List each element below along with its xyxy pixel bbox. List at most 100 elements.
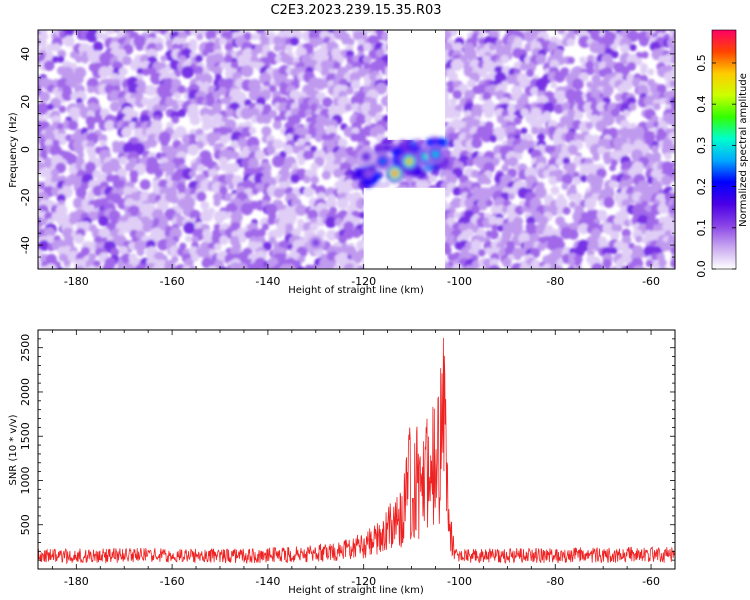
spectrogram-cell (520, 127, 528, 135)
spectrogram-cell (102, 262, 115, 269)
colorbar-tick-label: 0.1 (695, 219, 708, 237)
spectrogram-cell (513, 144, 525, 155)
spectrogram-cell (659, 97, 666, 105)
spectrogram-cell (621, 235, 632, 245)
spectrogram-cell (44, 263, 58, 269)
spectrogram-cell (40, 218, 48, 226)
spectrogram-cell (596, 209, 608, 221)
spectrogram-cell (225, 108, 235, 118)
spectrogram-cell (557, 30, 566, 35)
spectrogram-cell (550, 81, 558, 89)
spectrogram-cell (520, 108, 529, 117)
spectrogram-cell (670, 56, 675, 65)
spectrogram-cell (261, 114, 272, 125)
spectrogram-cell (602, 258, 612, 269)
spectrogram-cell (337, 198, 349, 210)
spectrogram-cell (657, 203, 668, 214)
spectrogram-cell (656, 84, 667, 94)
spectrogram-cell (589, 233, 601, 245)
spectrogram-cell (92, 41, 104, 52)
spectrogram-cell (46, 218, 54, 226)
colorbar-tick-label: 0.5 (695, 54, 708, 71)
x-tick-label: -160 (160, 575, 185, 588)
spectrogram-cell (194, 54, 203, 63)
spectrogram-cell (355, 113, 367, 125)
spectrogram-cell (554, 71, 566, 83)
spectrogram-cell (176, 21, 185, 30)
spectrogram-cell (105, 30, 116, 35)
spectrogram-cell (561, 182, 569, 190)
spectrogram-cell (451, 197, 463, 209)
spectrogram-cell (675, 159, 682, 166)
spectrogram-cell (247, 262, 260, 269)
spectrogram-cell (177, 31, 188, 41)
spectrogram-cell (676, 230, 686, 240)
spectrogram-cell (265, 203, 278, 216)
spectrogram-cell (187, 18, 199, 30)
spectrogram-cell (639, 267, 647, 269)
spectrogram-cell (471, 137, 483, 149)
spectrogram-cell (136, 67, 144, 75)
spectrogram-cell (556, 240, 566, 250)
spectrogram-cell (537, 243, 546, 252)
spectrogram-cell (189, 133, 196, 141)
spectrogram-cell (584, 197, 597, 210)
spectrogram-cell (514, 129, 522, 137)
spectrogram-cell (619, 65, 630, 76)
spectrogram-cell (567, 56, 575, 64)
x-tick-label: -140 (255, 575, 280, 588)
x-tick-label: -180 (64, 575, 89, 588)
spectrogram-cell (382, 181, 390, 189)
spectrogram-echo-blob (415, 139, 423, 147)
spectrogram-cell (505, 30, 508, 31)
spectrogram-hotspot (313, 240, 319, 246)
spectrogram-cell (196, 164, 206, 173)
spectrogram-cell (165, 21, 173, 29)
spectrogram-cell (592, 153, 600, 162)
spectrogram-cell (661, 175, 672, 186)
spectrogram-cell (448, 19, 458, 29)
spectrogram-cell (145, 84, 157, 96)
spectrogram-cell (375, 48, 385, 58)
spectrogram-cell (555, 157, 564, 167)
spectrogram-cell (664, 152, 672, 160)
spectrogram-cell (116, 145, 125, 154)
spectrogram-cell (597, 146, 606, 155)
spectrogram-cell (569, 201, 577, 209)
spectrogram-cell (254, 149, 265, 161)
spectrogram-cell (573, 192, 583, 202)
spectrogram-hotspots (306, 136, 449, 252)
spectrogram-cell (390, 30, 396, 31)
spectrogram-cell (295, 204, 307, 216)
spectrogram-cell (173, 92, 181, 100)
spectrogram-cell (156, 199, 169, 211)
spectrogram-cell (321, 170, 331, 180)
spectrogram-cell (470, 205, 480, 215)
spectrogram-cell (69, 80, 78, 89)
spectrogram-cell (213, 199, 221, 207)
spectrogram-cell (500, 54, 510, 64)
spectrogram-cell (128, 121, 138, 131)
spectrogram-cell (669, 20, 679, 30)
spectrogram-cell (86, 30, 99, 43)
spectrogram-cell (562, 206, 571, 215)
spectrogram-cell (122, 220, 135, 233)
spectrogram-cell (266, 20, 276, 30)
spectrogram-cell (67, 173, 79, 186)
spectrogram-cell (279, 43, 287, 51)
spectrogram-cell (345, 192, 354, 202)
spectrogram-cell (28, 224, 38, 234)
spectrogram-cell (193, 65, 204, 76)
snr-y-ticks: 500 1000 1500 2000 2500 (19, 329, 675, 570)
spectrogram-cell (452, 89, 462, 100)
spectrogram-cell (663, 71, 674, 82)
y-tick-label: 1500 (19, 422, 32, 450)
spectrogram-cell (68, 216, 78, 225)
spectrogram-cell (260, 36, 271, 47)
spectrogram-cell (482, 91, 492, 101)
colorbar-tick-label: 0.3 (695, 137, 708, 155)
spectrogram-cell (117, 18, 128, 29)
spectrogram-cell (555, 38, 563, 46)
spectrogram-cell (149, 139, 158, 148)
spectrogram-hotspot (392, 170, 398, 176)
